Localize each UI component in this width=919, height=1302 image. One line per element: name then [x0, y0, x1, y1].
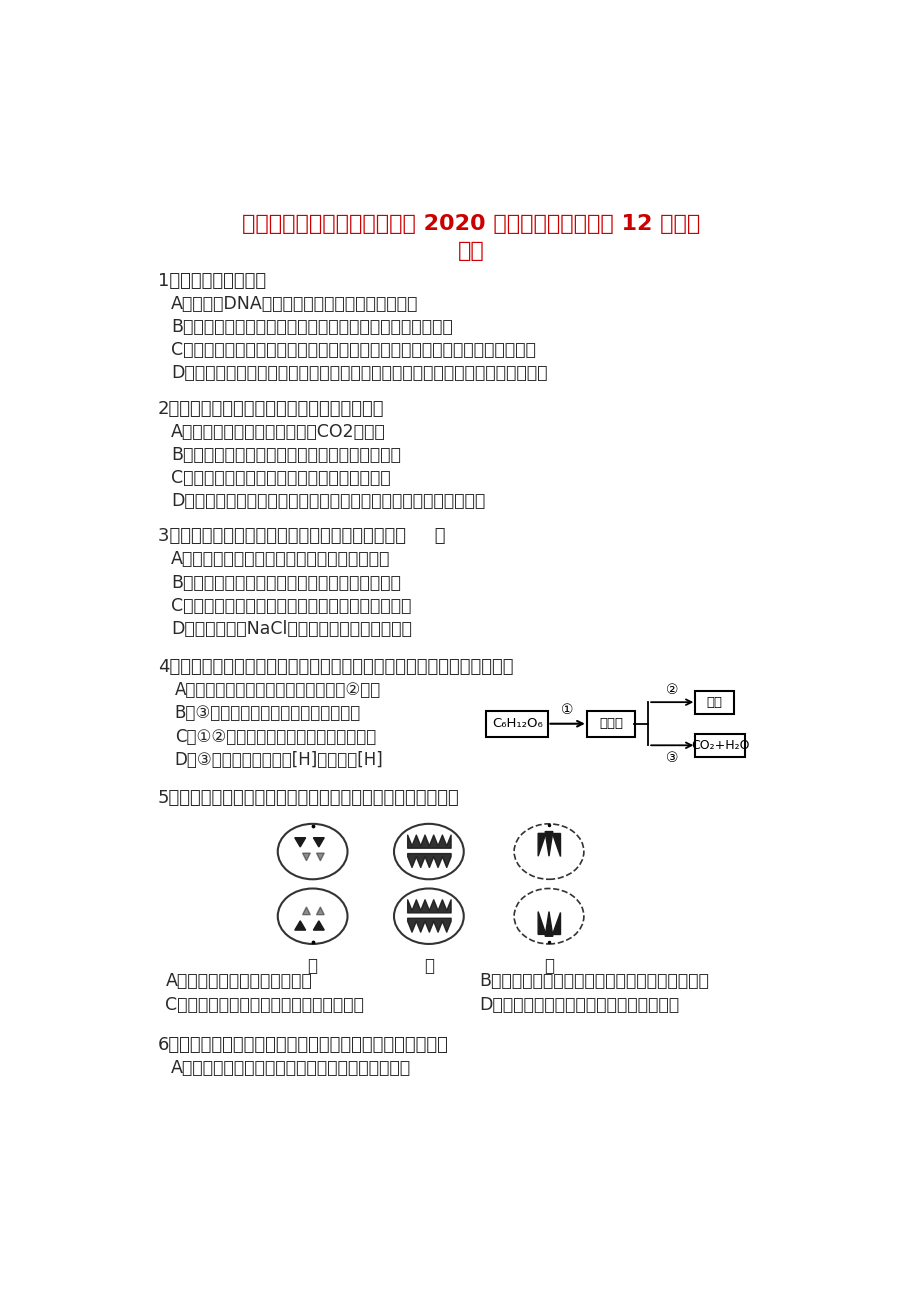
Polygon shape: [313, 837, 323, 846]
Text: D．甲、乙、丙三个细胞均含有同源染色体: D．甲、乙、丙三个细胞均含有同源染色体: [479, 996, 678, 1013]
Text: 5、右图为三个处于分裂期细胞的示意图，下列叙述中正确的是: 5、右图为三个处于分裂期细胞的示意图，下列叙述中正确的是: [157, 789, 459, 807]
Text: 丙酮酸: 丙酮酸: [598, 717, 622, 730]
Text: C．低温、无氧、一定的湿度有利于蔬菜的贮藏: C．低温、无氧、一定的湿度有利于蔬菜的贮藏: [171, 469, 390, 487]
Polygon shape: [313, 921, 323, 930]
Text: ②: ②: [665, 682, 677, 697]
Polygon shape: [294, 921, 305, 930]
Text: D．细胞膜上的载体蛋白和磷脂分子具有特异性，是细胞膜具有选择透过性的基础: D．细胞膜上的载体蛋白和磷脂分子具有特异性，是细胞膜具有选择透过性的基础: [171, 365, 547, 383]
FancyBboxPatch shape: [695, 690, 733, 713]
FancyBboxPatch shape: [695, 734, 744, 756]
Text: B．细胞质中某些蛋白质是核糖体的重要组成成分: B．细胞质中某些蛋白质是核糖体的重要组成成分: [171, 574, 401, 591]
Polygon shape: [551, 833, 560, 857]
Text: ①: ①: [561, 703, 573, 717]
Text: 四川省攀枝花市第十五中学校 2020 届高三生物上学期第 12 次周考: 四川省攀枝花市第十五中学校 2020 届高三生物上学期第 12 次周考: [242, 214, 700, 234]
Text: B．加大蔬菜的种植密度，可不断提高蔬菜的产量: B．加大蔬菜的种植密度，可不断提高蔬菜的产量: [171, 445, 401, 464]
Text: B．三个细胞有可能来自同一生物个体的同一器官: B．三个细胞有可能来自同一生物个体的同一器官: [479, 973, 709, 991]
FancyBboxPatch shape: [586, 711, 634, 737]
Text: 丙: 丙: [543, 957, 553, 975]
Text: 2．关于蔬菜种植及贮藏的措施，说法正确的是: 2．关于蔬菜种植及贮藏的措施，说法正确的是: [157, 400, 384, 418]
Text: A．施用农家肥，可提高大棚中CO2的浓度: A．施用农家肥，可提高大棚中CO2的浓度: [171, 423, 385, 440]
Text: ③: ③: [665, 751, 677, 764]
Text: C．组成蛋白质的氨基酸之间按不同的方式脱水缩合: C．组成蛋白质的氨基酸之间按不同的方式脱水缩合: [171, 596, 411, 615]
Polygon shape: [551, 911, 560, 935]
Text: 乙: 乙: [424, 957, 434, 975]
Polygon shape: [545, 911, 552, 936]
Text: D．③过程中，既可产生[H]也可消耗[H]: D．③过程中，既可产生[H]也可消耗[H]: [175, 751, 383, 768]
Text: 试题: 试题: [458, 241, 484, 260]
Text: D．将抗体溶于NaCl溶液中不会破坏其空间结构: D．将抗体溶于NaCl溶液中不会破坏其空间结构: [171, 620, 411, 638]
Text: 3、下列有关蛋白质结构与功能的叙述，错误的是（     ）: 3、下列有关蛋白质结构与功能的叙述，错误的是（ ）: [157, 527, 445, 546]
Text: D．用红色塑料薄膜代替无色塑料薄膜，可提高蔬菜的光合作用速率: D．用红色塑料薄膜代替无色塑料薄膜，可提高蔬菜的光合作用速率: [171, 492, 484, 510]
Text: 乳酸: 乳酸: [706, 695, 722, 708]
Polygon shape: [316, 907, 323, 915]
Polygon shape: [294, 837, 305, 846]
Text: C．甲、乙、丙三个细胞染色体数均不相同: C．甲、乙、丙三个细胞染色体数均不相同: [165, 996, 364, 1013]
Text: B．③过程的所有反应都在膜结构上进行: B．③过程的所有反应都在膜结构上进行: [175, 704, 360, 723]
Text: C₆H₁₂O₆: C₆H₁₂O₆: [492, 717, 542, 730]
Text: 甲: 甲: [307, 957, 317, 975]
Text: 1．下列叙述正确的是: 1．下列叙述正确的是: [157, 272, 266, 290]
Polygon shape: [538, 911, 545, 935]
Text: C．①②过程的反应条件和场所都完全相同: C．①②过程的反应条件和场所都完全相同: [175, 728, 376, 746]
Polygon shape: [302, 907, 310, 915]
Text: A．三个细胞均处于减数分裂中: A．三个细胞均处于减数分裂中: [165, 973, 312, 991]
Text: A．用生长素处理二倍体香茹幼苗可获得四倍体番茹: A．用生长素处理二倍体香茹幼苗可获得四倍体番茹: [171, 1059, 411, 1077]
Text: 6．下列关于生物科学研究方法和相关实验的叙述，正确的是: 6．下列关于生物科学研究方法和相关实验的叙述，正确的是: [157, 1035, 448, 1053]
FancyBboxPatch shape: [486, 711, 548, 737]
Text: 4．下图表示人体细胞中两类呼吸作用的部分过程。下列有关叙述正确的是: 4．下图表示人体细胞中两类呼吸作用的部分过程。下列有关叙述正确的是: [157, 659, 513, 676]
Text: A．人体剧烈运动时骨骼肌细胞只进行②过程: A．人体剧烈运动时骨骼肌细胞只进行②过程: [175, 681, 380, 699]
Polygon shape: [316, 853, 323, 861]
Text: B．蛋白质合成旺盛的细胞中，其核仁较大，染色体数目较多: B．蛋白质合成旺盛的细胞中，其核仁较大，染色体数目较多: [171, 318, 452, 336]
Polygon shape: [545, 832, 552, 857]
Polygon shape: [302, 853, 310, 861]
Text: CO₂+H₂O: CO₂+H₂O: [690, 738, 749, 751]
Text: C．细胞膜内的生物膜把各种细胞器分隔开，使多种化学反应同时进行互不干扰: C．细胞膜内的生物膜把各种细胞器分隔开，使多种化学反应同时进行互不干扰: [171, 341, 535, 359]
Text: A．某些膜蛋白具有降低化学反应活化能的作用: A．某些膜蛋白具有降低化学反应活化能的作用: [171, 551, 390, 569]
Polygon shape: [538, 833, 545, 857]
Text: A．核孔是DNA和蛋白质等物质进出细胞核的通道: A．核孔是DNA和蛋白质等物质进出细胞核的通道: [171, 294, 418, 312]
